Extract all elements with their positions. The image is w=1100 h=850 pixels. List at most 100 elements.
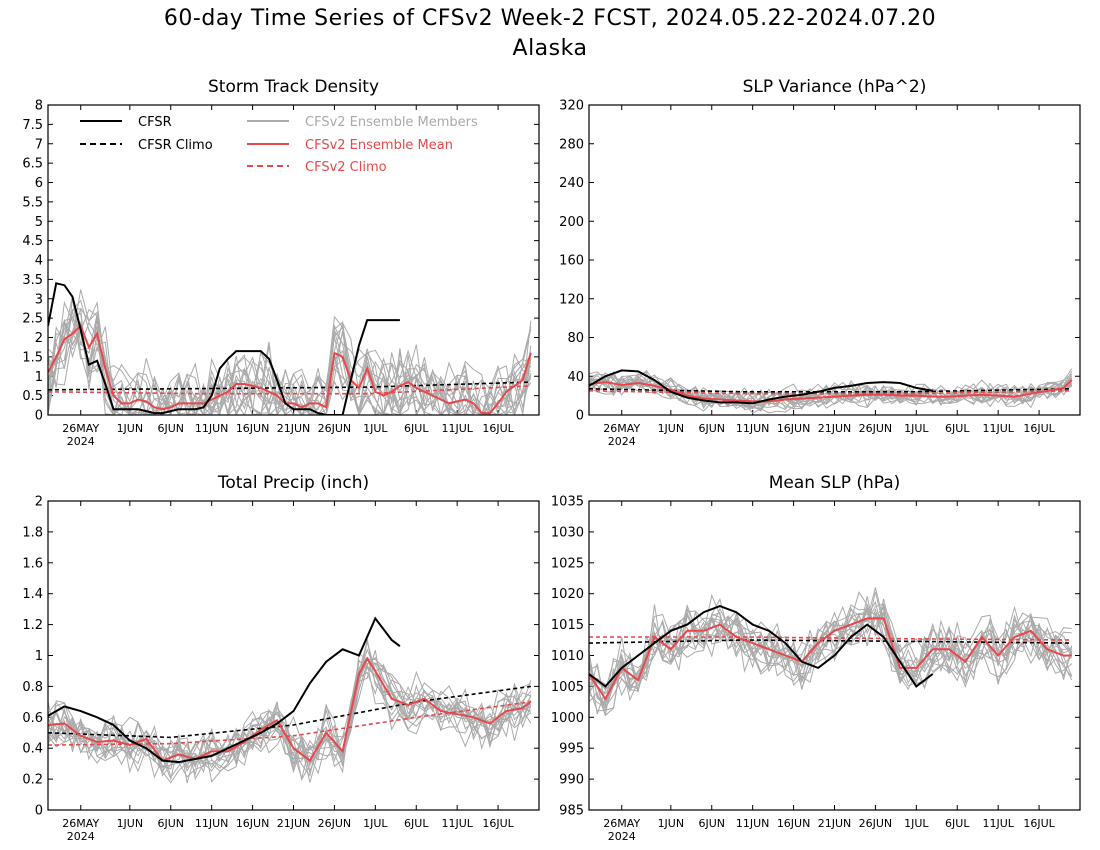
x-tick-label: 11JUN — [195, 422, 229, 435]
y-tick-label: 7.5 — [22, 118, 43, 133]
legend-label-cfsr-climo: CFSR Climo — [138, 138, 213, 153]
y-tick-label: 40 — [567, 370, 584, 385]
ensemble-member-line — [48, 298, 532, 415]
series-line-cfsv2-climo — [589, 390, 1072, 395]
y-tick-label: 2 — [35, 331, 43, 346]
y-tick-label: 80 — [567, 331, 584, 346]
series-line-cfsv2-ensemble-mean — [589, 617, 1072, 701]
ensemble-member-line — [48, 658, 532, 775]
series-line-cfsr — [48, 616, 401, 764]
ensemble-member-line — [48, 663, 532, 778]
y-tick-label: 0.8 — [22, 680, 43, 695]
ensemble-member-line — [48, 289, 532, 415]
plot-area — [589, 587, 1073, 717]
chart-panel-1: Storm Track Density 0 0.5 1 1.5 2 2.5 3 3.5 4 4.5 5… — [22, 77, 540, 448]
plot-frame — [47, 500, 540, 811]
series-line-cfsv2-ensemble-mean — [48, 324, 532, 415]
x-tick-label: 26MAY — [603, 817, 640, 830]
panel-title: Storm Track Density — [208, 77, 379, 97]
ensemble-member-line — [589, 609, 1073, 716]
legend-label-cfsv2-climo: CFSv2 Climo — [305, 160, 387, 175]
ensemble-member-line — [48, 639, 532, 784]
x-tick-label: 11JUN — [736, 422, 770, 435]
plot-frame — [588, 500, 1081, 811]
y-tick-label: 7 — [35, 137, 43, 152]
series-line-cfsr — [589, 369, 933, 405]
y-tick-label: 985 — [559, 804, 584, 819]
x-tick-label: 11JUL — [441, 422, 473, 435]
ensemble-member-line — [589, 604, 1073, 707]
y-tick-label: 995 — [559, 742, 584, 757]
x-tick-label: 16JUL — [1023, 817, 1055, 830]
y-tick-label: 1.8 — [22, 525, 43, 540]
plot-area — [48, 282, 532, 415]
ensemble-member-line — [589, 370, 1073, 407]
y-tick-label: 160 — [559, 254, 584, 269]
plot-frame — [47, 104, 540, 416]
x-year-label: 2024 — [608, 435, 636, 448]
x-tick-label: 16JUN — [777, 422, 811, 435]
y-tick-label: 200 — [559, 215, 584, 230]
x-tick-label: 26JUN — [859, 817, 893, 830]
ensemble-member-line — [48, 656, 532, 784]
x-year-label: 2024 — [608, 830, 636, 843]
series-line-cfsr-climo — [589, 639, 1072, 644]
x-tick-label: 26MAY — [603, 422, 640, 435]
x-tick-label: 16JUN — [236, 817, 270, 830]
figure-region: Alaska — [512, 36, 588, 61]
ensemble-member-line — [48, 318, 532, 415]
y-tick-label: 1.2 — [22, 618, 43, 633]
legend-label-cfsr: CFSR — [138, 115, 172, 130]
panel-title: SLP Variance (hPa^2) — [743, 77, 927, 97]
y-tick-label: 4 — [35, 254, 43, 269]
x-tick-label: 16JUN — [236, 422, 270, 435]
y-tick-label: 280 — [559, 137, 584, 152]
x-tick-label: 16JUL — [482, 422, 514, 435]
y-tick-label: 0 — [35, 804, 43, 819]
x-tick-label: 11JUL — [441, 817, 473, 830]
x-tick-label: 16JUL — [1023, 422, 1055, 435]
ensemble-member-line — [589, 375, 1073, 408]
x-tick-label: 6JUL — [945, 422, 970, 435]
y-tick-label: 0 — [576, 409, 584, 424]
y-tick-label: 0.2 — [22, 773, 43, 788]
y-tick-label: 320 — [559, 99, 584, 114]
x-tick-label: 26JUN — [318, 422, 352, 435]
panel-title: Total Precip (inch) — [217, 473, 369, 493]
y-tick-label: 4.5 — [22, 234, 43, 249]
y-tick-label: 0.6 — [22, 711, 43, 726]
y-tick-label: 0.4 — [22, 742, 43, 757]
y-tick-label: 1015 — [551, 618, 584, 633]
y-tick-label: 1 — [35, 370, 43, 385]
ensemble-member-line — [48, 665, 532, 783]
y-tick-label: 1000 — [551, 711, 584, 726]
x-tick-label: 11JUL — [982, 422, 1014, 435]
ensemble-member-line — [48, 656, 532, 782]
y-tick-label: 5 — [35, 215, 43, 230]
series-line-cfsv2-climo — [48, 701, 531, 746]
x-tick-label: 6JUN — [698, 422, 725, 435]
x-tick-label: 1JUL — [904, 817, 929, 830]
y-tick-label: 1025 — [551, 556, 584, 571]
y-tick-label: 1035 — [551, 495, 584, 510]
ensemble-member-line — [48, 295, 532, 415]
series-line-cfsr-climo — [589, 388, 1072, 393]
y-tick-label: 2 — [35, 495, 43, 510]
y-tick-label: 1.6 — [22, 556, 43, 571]
ensemble-member-line — [48, 318, 532, 415]
x-tick-label: 16JUN — [777, 817, 811, 830]
y-tick-label: 3 — [35, 292, 43, 307]
y-tick-label: 1.5 — [22, 350, 43, 365]
series-line-cfsr-climo — [48, 685, 531, 739]
ensemble-member-line — [48, 641, 531, 775]
x-tick-label: 26MAY — [62, 422, 99, 435]
x-tick-label: 6JUL — [404, 422, 429, 435]
x-tick-label: 1JUN — [117, 422, 144, 435]
chart-panel-4: Mean SLP (hPa) 985 990 995 1000 1005 1010 1015 1… — [551, 473, 1081, 843]
y-tick-label: 1.4 — [22, 587, 43, 602]
ensemble-member-line — [48, 662, 532, 764]
ensemble-member-line — [589, 372, 1073, 411]
x-tick-label: 21JUN — [277, 422, 311, 435]
x-tick-label: 6JUL — [404, 817, 429, 830]
series-line-cfsv2-climo — [589, 636, 1072, 641]
